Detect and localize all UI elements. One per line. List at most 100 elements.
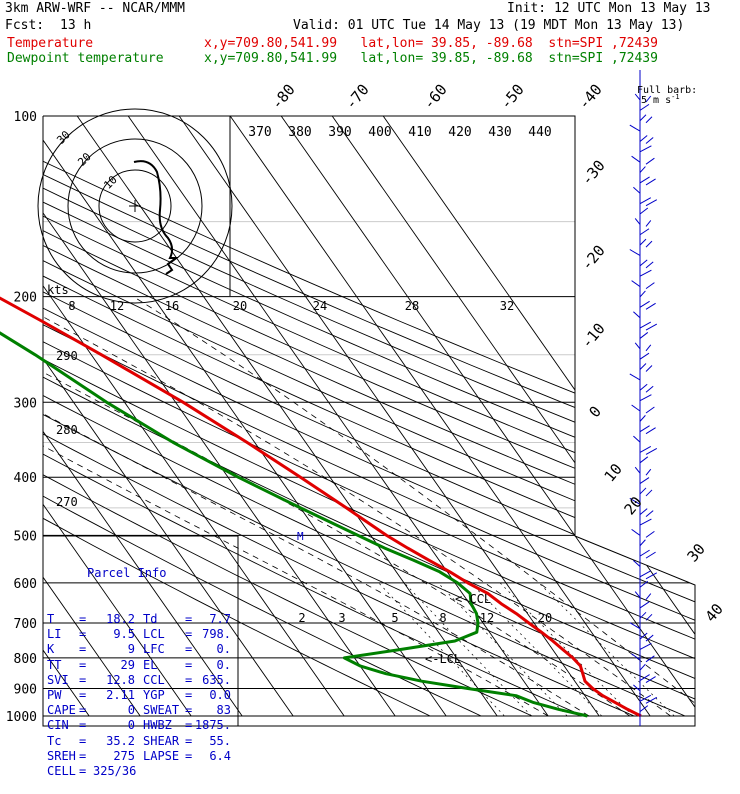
dry-adiabat — [43, 116, 695, 717]
wind-barb-flag — [645, 489, 653, 497]
isotherm-label: -40 — [575, 81, 606, 113]
wind-barb — [631, 155, 641, 163]
wind-barb — [634, 342, 641, 350]
wind-barb — [639, 352, 650, 360]
wind-barb — [639, 694, 652, 702]
wind-barb — [639, 425, 650, 433]
dry-adiabat — [43, 116, 695, 717]
wind-barb — [639, 446, 652, 453]
wind-barb — [639, 332, 649, 339]
wind-barb — [639, 508, 648, 516]
parcel-cell: 0. — [216, 657, 231, 672]
wind-barb-flag — [645, 365, 653, 372]
mixing-ratio-line — [404, 582, 532, 717]
isotherm — [178, 116, 600, 717]
parcel-cell: 55. — [209, 733, 231, 748]
wind-barb-flag — [645, 95, 652, 103]
wind-barb — [633, 186, 641, 194]
forecast-hour: 13 h — [60, 18, 92, 33]
hodograph-ring — [37, 108, 233, 304]
parcel-row: CELL = 325/36 — [43, 764, 238, 779]
dry-adiabat — [43, 116, 695, 717]
wind-barb — [633, 311, 641, 319]
wind-barb — [634, 591, 641, 598]
parcel-cell: 325/36 — [93, 763, 137, 778]
wind-barb-flag — [645, 634, 654, 642]
wind-barb — [639, 238, 647, 246]
isotherm-label: 30 — [683, 540, 708, 565]
wind-barb-flag — [645, 344, 652, 352]
parcel-cell: Tc — [47, 733, 62, 748]
isotherm — [43, 116, 396, 717]
forecast-label: Fcst: — [5, 18, 45, 33]
isotherm-label: 20 — [620, 493, 645, 518]
wind-barb-flag — [645, 655, 655, 663]
parcel-cell: YGP — [143, 687, 165, 702]
parcel-row: TT = 29 EL = 0. — [43, 658, 238, 673]
isotherm — [43, 116, 243, 717]
parcel-cell: = — [185, 687, 193, 702]
wind-barb — [639, 176, 650, 184]
moist-adiabat — [43, 296, 549, 717]
model-title: 3km ARW-WRF -- NCAR/MMM — [5, 1, 186, 16]
pressure-label-400: 400 — [14, 471, 37, 486]
wind-barbs — [629, 70, 658, 726]
wind-barb — [631, 404, 641, 412]
pressure-label-500: 500 — [14, 529, 37, 544]
wind-barb-flag — [645, 427, 656, 435]
wind-barb-flag — [645, 510, 654, 518]
wind-barb — [629, 622, 641, 630]
parcel-cell: = — [79, 657, 87, 672]
parcel-cell: 798. — [202, 627, 231, 642]
moist-adiabat — [43, 296, 631, 717]
dry-adiabat — [43, 116, 695, 717]
parcel-cell: 9.5 — [113, 627, 135, 642]
dry-adiabat — [43, 116, 431, 717]
parcel-cell: 2.11 — [106, 687, 135, 702]
speed-tick-label: 32 — [500, 299, 514, 313]
wind-barb-flag — [645, 323, 658, 331]
moist-adiabat — [43, 296, 590, 717]
isotherm-label: 0 — [585, 403, 605, 421]
hodograph-trace — [133, 160, 179, 275]
parcel-cell: = — [79, 748, 87, 763]
wind-barb — [633, 684, 641, 692]
parcel-cell: = — [79, 642, 87, 657]
wind-barb — [639, 642, 652, 650]
parcel-cell: T — [47, 612, 55, 626]
hodograph-ring — [98, 169, 172, 243]
parcel-cell: CELL — [47, 763, 76, 778]
wind-barb-flag — [645, 199, 658, 207]
wind-barb — [639, 705, 649, 713]
parcel-cell: K — [47, 642, 55, 657]
wind-barb — [639, 166, 646, 173]
wind-barb — [639, 518, 652, 526]
parcel-cell: 275 — [113, 748, 135, 763]
speed-tick-label: 20 — [233, 299, 247, 313]
init-time: Init: 12 UTC Mon 13 May 13 — [507, 1, 711, 16]
isotherm — [229, 116, 651, 717]
wind-barb — [633, 435, 641, 443]
legend-temperature: Temperature — [7, 36, 94, 51]
parcel-info-panel: Parcel Info T = 18.2 Td = 7.7 LI = 9.5 LCL = 798. K =… — [43, 536, 238, 777]
isotherm-label: -50 — [497, 81, 528, 113]
parcel-cell: SVI — [47, 672, 69, 687]
wind-barb-flag — [645, 406, 655, 414]
temperature-trace — [0, 296, 642, 718]
parcel-row: LI = 9.5 LCL = 798. — [43, 627, 238, 642]
wind-barb — [639, 663, 646, 671]
dry-adiabat — [43, 116, 695, 717]
dewpoint-trace — [0, 331, 588, 718]
isotherm-label: -20 — [578, 242, 609, 274]
mixing-ratio-label: 3 — [338, 611, 345, 625]
parcel-cell: CCL — [143, 672, 165, 687]
mixing-ratio-label: 5 — [391, 611, 398, 625]
wind-barb — [639, 300, 650, 308]
wind-barb-flag — [645, 551, 656, 559]
wind-barb-flag — [645, 448, 658, 455]
theta-left-label: 280 — [56, 423, 78, 437]
parcel-cell: EL — [143, 657, 158, 672]
speed-tick-label: 12 — [110, 299, 124, 313]
dry-adiabat — [43, 116, 695, 717]
wind-barb — [639, 290, 646, 298]
